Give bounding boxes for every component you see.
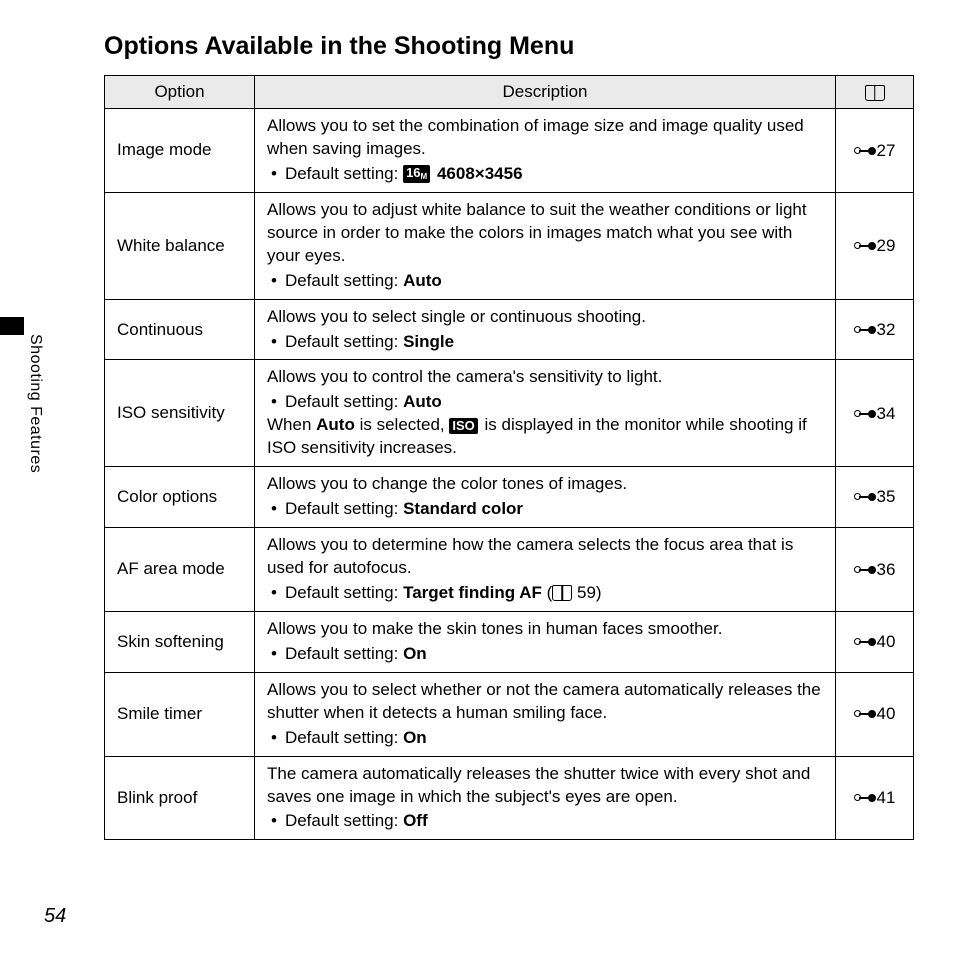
option-name: Blink proof <box>105 756 255 840</box>
table-row: Smile timer Allows you to select whether … <box>105 672 914 756</box>
section-label: Shooting Features <box>26 334 44 473</box>
reference-number: 34 <box>877 404 896 423</box>
table-row: ISO sensitivity Allows you to control the… <box>105 360 914 467</box>
inline-badge: 16M <box>403 165 430 183</box>
reference-cell: 27 <box>836 109 914 193</box>
option-description: Allows you to select whether or not the … <box>255 672 836 756</box>
section-tab <box>0 317 24 335</box>
reference-number: 40 <box>877 632 896 651</box>
default-setting-line: Default setting: Target finding AF ( 59) <box>267 582 823 605</box>
option-name: ISO sensitivity <box>105 360 255 467</box>
reference-number: 32 <box>877 320 896 339</box>
reference-icon <box>854 636 876 648</box>
option-description: Allows you to control the camera's sensi… <box>255 360 836 467</box>
page-title: Options Available in the Shooting Menu <box>104 32 914 61</box>
description-body: Allows you to select single or continuou… <box>267 306 823 329</box>
reference-icon <box>854 408 876 420</box>
option-name: Continuous <box>105 299 255 360</box>
description-body: Allows you to change the color tones of … <box>267 473 823 496</box>
page-content: Options Available in the Shooting Menu O… <box>0 0 954 840</box>
default-setting-line: Default setting: 16M 4608×3456 <box>267 163 823 186</box>
reference-cell: 41 <box>836 756 914 840</box>
option-name: AF area mode <box>105 528 255 612</box>
reference-cell: 36 <box>836 528 914 612</box>
reference-icon <box>854 491 876 503</box>
reference-number: 36 <box>877 560 896 579</box>
reference-cell: 35 <box>836 467 914 528</box>
description-body: Allows you to make the skin tones in hum… <box>267 618 823 641</box>
table-row: Skin softening Allows you to make the ski… <box>105 611 914 672</box>
book-icon <box>552 585 572 601</box>
reference-icon <box>854 145 876 157</box>
option-name: Skin softening <box>105 611 255 672</box>
option-description: Allows you to make the skin tones in hum… <box>255 611 836 672</box>
description-body: Allows you to select whether or not the … <box>267 679 823 725</box>
table-row: Blink proof The camera automatically rele… <box>105 756 914 840</box>
table-row: Image mode Allows you to set the combinat… <box>105 109 914 193</box>
option-description: Allows you to select single or continuou… <box>255 299 836 360</box>
reference-cell: 32 <box>836 299 914 360</box>
book-icon <box>865 85 885 101</box>
reference-number: 29 <box>877 236 896 255</box>
table-row: AF area mode Allows you to determine how … <box>105 528 914 612</box>
default-setting-line: Default setting: Off <box>267 810 823 833</box>
description-extra: When Auto is selected, ISO is displayed … <box>267 414 823 460</box>
reference-number: 41 <box>877 788 896 807</box>
options-table: Option Description Image modeAllows you … <box>104 75 914 840</box>
table-row: Color options Allows you to change the co… <box>105 467 914 528</box>
default-setting-line: Default setting: Single <box>267 331 823 354</box>
reference-cell: 29 <box>836 192 914 299</box>
description-body: Allows you to determine how the camera s… <box>267 534 823 580</box>
option-description: Allows you to determine how the camera s… <box>255 528 836 612</box>
description-body: Allows you to set the combination of ima… <box>267 115 823 161</box>
default-setting-line: Default setting: Auto <box>267 391 823 414</box>
table-row: Continuous Allows you to select single or… <box>105 299 914 360</box>
option-name: Image mode <box>105 109 255 193</box>
default-setting-line: Default setting: On <box>267 727 823 750</box>
default-setting-line: Default setting: Auto <box>267 270 823 293</box>
col-option: Option <box>105 76 255 109</box>
table-header-row: Option Description <box>105 76 914 109</box>
description-body: Allows you to control the camera's sensi… <box>267 366 823 389</box>
reference-cell: 40 <box>836 672 914 756</box>
page-number: 54 <box>44 905 66 928</box>
table-row: White balanceAllows you to adjust white … <box>105 192 914 299</box>
reference-icon <box>854 564 876 576</box>
description-body: The camera automatically releases the sh… <box>267 763 823 809</box>
inline-badge: ISO <box>449 418 477 434</box>
col-description: Description <box>255 76 836 109</box>
reference-icon <box>854 240 876 252</box>
reference-cell: 40 <box>836 611 914 672</box>
col-reference <box>836 76 914 109</box>
option-description: The camera automatically releases the sh… <box>255 756 836 840</box>
option-name: White balance <box>105 192 255 299</box>
reference-icon <box>854 708 876 720</box>
option-name: Smile timer <box>105 672 255 756</box>
reference-cell: 34 <box>836 360 914 467</box>
default-setting-line: Default setting: On <box>267 643 823 666</box>
reference-number: 40 <box>877 704 896 723</box>
option-description: Allows you to set the combination of ima… <box>255 109 836 193</box>
reference-number: 35 <box>877 487 896 506</box>
reference-icon <box>854 324 876 336</box>
reference-icon <box>854 792 876 804</box>
default-setting-line: Default setting: Standard color <box>267 498 823 521</box>
option-name: Color options <box>105 467 255 528</box>
option-description: Allows you to adjust white balance to su… <box>255 192 836 299</box>
option-description: Allows you to change the color tones of … <box>255 467 836 528</box>
reference-number: 27 <box>877 141 896 160</box>
description-body: Allows you to adjust white balance to su… <box>267 199 823 268</box>
